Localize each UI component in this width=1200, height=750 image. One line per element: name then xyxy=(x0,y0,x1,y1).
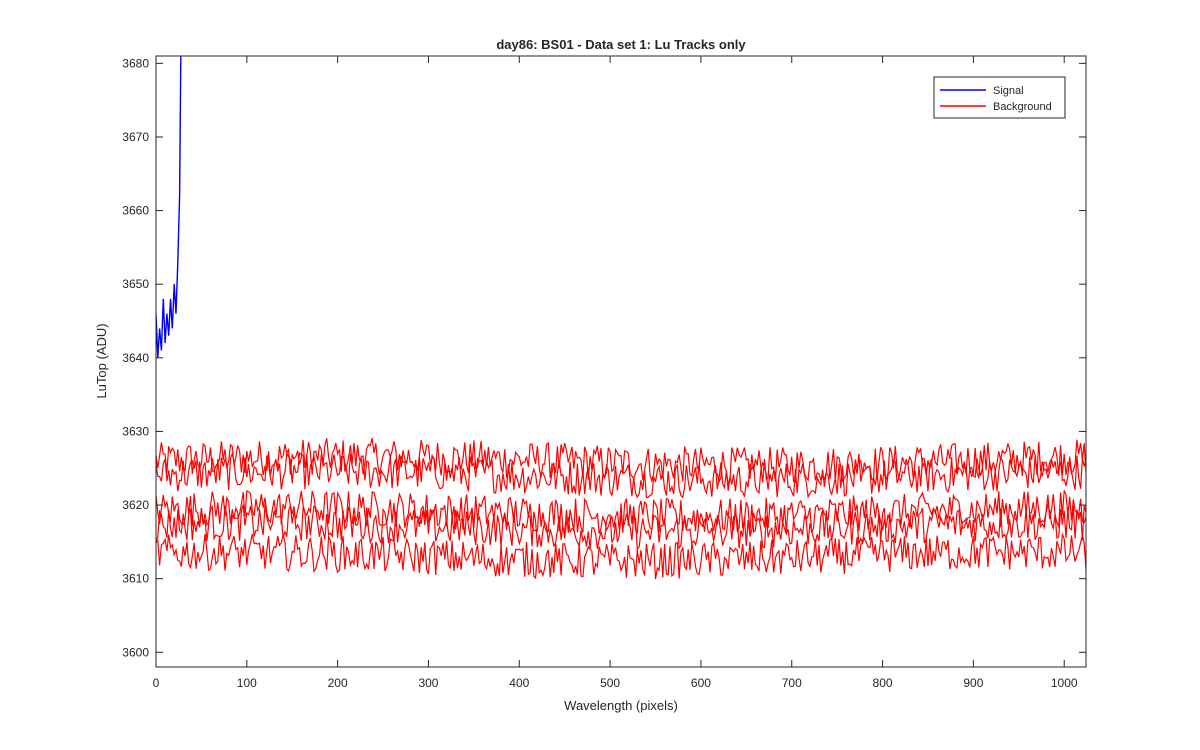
y-tick-label: 3670 xyxy=(122,130,149,144)
x-tick-label: 200 xyxy=(328,676,348,690)
y-axis-label: LuTop (ADU) xyxy=(94,323,109,398)
background-series-line xyxy=(156,451,1086,499)
background-series-line xyxy=(156,490,1086,535)
x-tick-label: 1000 xyxy=(1051,676,1078,690)
legend-box xyxy=(933,76,1066,119)
x-tick-label: 700 xyxy=(782,676,802,690)
x-tick-label: 100 xyxy=(237,676,257,690)
y-tick-label: 3610 xyxy=(122,572,149,586)
legend-background-label: Background xyxy=(993,101,1052,113)
y-tick-label: 3620 xyxy=(122,498,149,512)
x-tick-label: 0 xyxy=(153,676,160,690)
plot-frame xyxy=(155,55,1087,668)
y-tick-label: 3660 xyxy=(122,204,149,218)
x-axis-label: Wavelength (pixels) xyxy=(564,698,678,713)
signal-series-line xyxy=(156,56,182,358)
x-tick-label: 800 xyxy=(873,676,893,690)
y-axis: 3600 3610 3620 3630 3640 3650 3660 3670 3680 xyxy=(122,56,1086,659)
x-tick-label: 900 xyxy=(963,676,983,690)
plot-area xyxy=(156,56,1086,667)
background-series-line xyxy=(156,532,1086,580)
y-tick-label: 3630 xyxy=(122,424,149,438)
x-tick-label: 500 xyxy=(600,676,620,690)
y-tick-label: 3650 xyxy=(122,277,149,291)
x-tick-label: 300 xyxy=(418,676,438,690)
y-tick-label: 3600 xyxy=(122,645,149,659)
legend: Signal Background xyxy=(933,76,1066,119)
x-tick-label: 400 xyxy=(509,676,529,690)
x-axis: 0 100 200 300 400 500 600 700 800 900 1000 xyxy=(153,56,1078,690)
chart-title: day86: BS01 - Data set 1: Lu Tracks only xyxy=(496,37,746,52)
legend-signal-label: Signal xyxy=(993,85,1024,97)
background-series-line xyxy=(156,502,1086,552)
series-layer xyxy=(156,56,1086,580)
background-series-line xyxy=(156,438,1086,486)
x-tick-label: 600 xyxy=(691,676,711,690)
y-tick-label: 3640 xyxy=(122,351,149,365)
y-tick-label: 3680 xyxy=(122,56,149,70)
